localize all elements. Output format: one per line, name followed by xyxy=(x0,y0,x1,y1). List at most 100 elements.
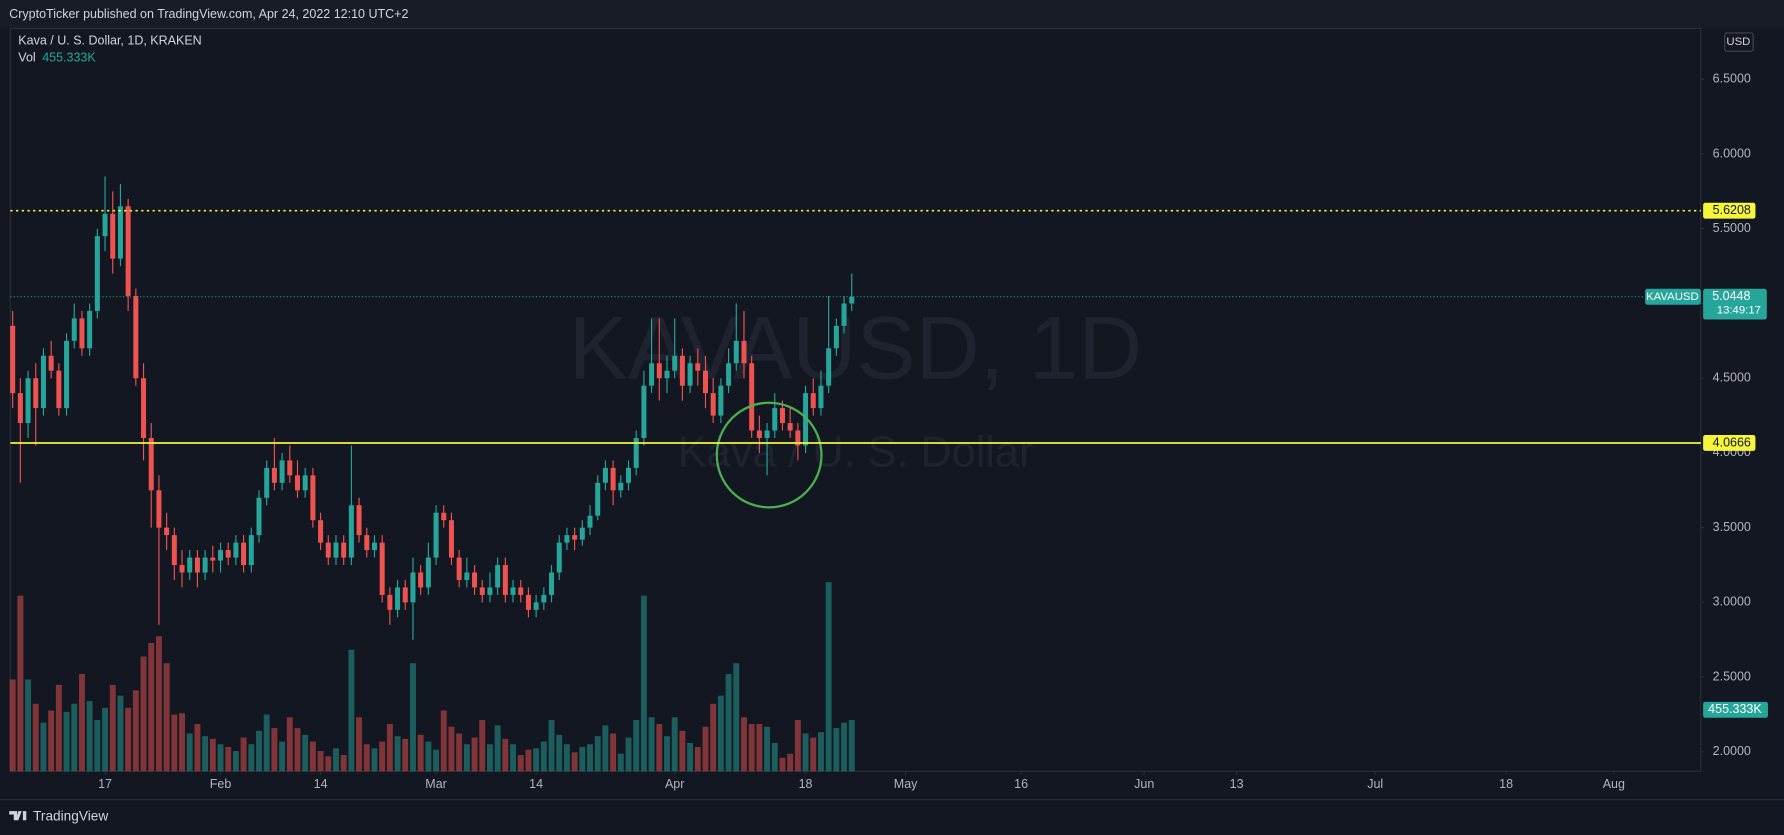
volume-bar xyxy=(317,751,324,772)
volume-bar xyxy=(340,755,347,772)
currency-box[interactable] xyxy=(1724,32,1754,52)
x-tick-label: Apr xyxy=(665,777,684,791)
volume-legend-name: Vol xyxy=(18,50,35,64)
volume-bar xyxy=(794,719,801,772)
volume-bar xyxy=(348,649,355,772)
candle-body xyxy=(248,535,254,566)
candle-body xyxy=(141,378,147,438)
volume-bar xyxy=(525,749,532,772)
volume-bar xyxy=(779,757,786,772)
volume-bar xyxy=(232,751,239,772)
candle-body xyxy=(294,475,300,491)
volume-bar xyxy=(263,714,270,772)
candle-body xyxy=(479,587,485,595)
candle-body xyxy=(17,393,23,424)
volume-bar xyxy=(217,744,224,772)
y-tick-label: 3.0000 xyxy=(1713,595,1751,609)
last-price-label: 5.0448 xyxy=(1712,289,1750,303)
candle-body xyxy=(341,542,347,558)
volume-bar xyxy=(371,748,378,772)
candle-body xyxy=(626,467,632,483)
volume-bar xyxy=(548,719,555,772)
volume-bar xyxy=(155,636,162,772)
candle-body xyxy=(418,572,424,588)
candle-body xyxy=(533,602,539,610)
candle-body xyxy=(556,542,562,573)
volume-bar xyxy=(294,728,301,772)
candle-body xyxy=(71,318,77,341)
volume-bar xyxy=(556,734,563,772)
x-tick-label: 14 xyxy=(314,777,328,791)
candle-body xyxy=(371,542,377,551)
candle-body xyxy=(133,295,139,379)
candle-body xyxy=(225,550,231,558)
candle-body xyxy=(702,370,708,394)
x-tick-label: 18 xyxy=(1499,777,1513,791)
symbol-tag-badge xyxy=(1645,288,1701,305)
footer-logo xyxy=(9,811,27,821)
candle-body xyxy=(664,370,670,379)
volume-bar xyxy=(679,730,686,772)
x-tick-label: Jul xyxy=(1367,777,1383,791)
volume-bar xyxy=(225,746,232,772)
candle-body xyxy=(695,363,701,371)
volume-bar xyxy=(94,719,101,772)
volume-bar xyxy=(186,733,193,772)
volume-bar xyxy=(833,728,840,772)
candle-body xyxy=(741,340,747,364)
candle-body xyxy=(425,557,431,588)
candle-body xyxy=(849,296,855,304)
x-tick-label: Feb xyxy=(210,777,232,791)
candle-body xyxy=(579,527,585,540)
currency[interactable]: USD xyxy=(1726,36,1750,48)
volume-badge-label: 455.333K xyxy=(1708,702,1762,716)
candle-body xyxy=(472,572,478,588)
candle-body xyxy=(356,505,362,536)
volume-bar xyxy=(55,684,62,772)
volume-bar xyxy=(356,717,363,772)
volume-bar xyxy=(48,710,55,772)
volume-legend-value: 455.333K xyxy=(42,50,96,64)
volume-bar xyxy=(256,730,262,772)
volume-bar xyxy=(563,744,570,772)
candle-body xyxy=(10,325,16,394)
volume-bar xyxy=(702,726,709,772)
y-tick-label: 6.0000 xyxy=(1713,146,1751,160)
candle-body xyxy=(433,512,439,558)
candle-body xyxy=(264,467,270,498)
candle-body xyxy=(764,430,770,438)
volume-bar xyxy=(479,719,486,772)
countdown: 13:49:17 xyxy=(1717,304,1761,316)
candle-body xyxy=(156,490,162,528)
volume-bar xyxy=(748,724,755,772)
candle-body xyxy=(348,505,354,558)
candle-body xyxy=(279,460,285,483)
volume-bar xyxy=(379,741,386,772)
volume-bar xyxy=(486,744,493,772)
candle-body xyxy=(810,393,816,409)
candle-body xyxy=(333,542,339,558)
candle-body xyxy=(102,213,108,237)
volume-bar xyxy=(386,724,393,772)
horizontal-line-label: 5.6208 xyxy=(1713,203,1751,217)
candle-body xyxy=(687,363,693,386)
candle-body xyxy=(602,467,608,483)
candle-body xyxy=(271,467,277,483)
last-price-badge xyxy=(1703,288,1767,320)
volume-bar xyxy=(540,741,547,772)
y-tick-label: 2.0000 xyxy=(1713,744,1751,758)
candle-body xyxy=(210,557,216,561)
volume-bar xyxy=(71,703,78,772)
volume-bar xyxy=(86,701,93,772)
candle-body xyxy=(256,497,262,536)
volume-bar xyxy=(140,656,147,772)
volume-bar xyxy=(848,719,855,772)
volume-bar xyxy=(510,744,516,772)
candle-body xyxy=(726,363,732,386)
y-tick-label: 3.5000 xyxy=(1713,520,1751,534)
candle-body xyxy=(117,206,123,259)
volume-bar xyxy=(579,746,586,772)
volume-bar xyxy=(163,663,170,772)
candle-body xyxy=(64,340,70,409)
x-tick-label: 16 xyxy=(1014,777,1028,791)
